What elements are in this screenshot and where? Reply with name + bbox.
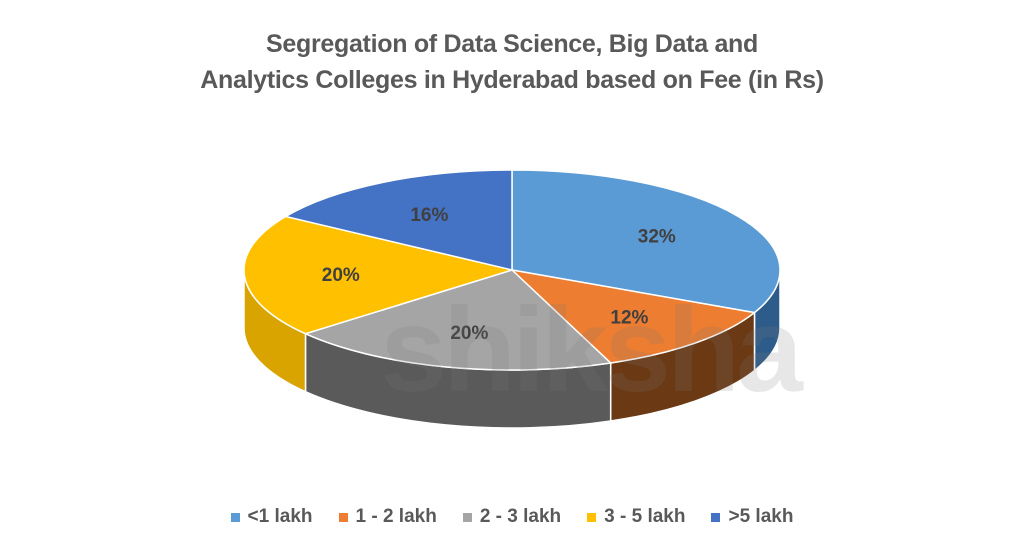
pie-slice-3 [243,215,515,335]
legend-swatch-0 [230,512,240,522]
legend-item-1: 1 - 2 lakh [338,506,437,528]
legend-item-0: <1 lakh [230,506,313,528]
legend-swatch-4 [711,512,721,522]
pie-labels: 32% 12% 20% 20% 16% [322,205,676,344]
legend-item-3: 3 - 5 lakh [587,506,685,528]
pie-slice-4 [283,169,513,271]
data-label-3: 20% [322,265,360,286]
legend-label-1: 1 - 2 lakh [355,506,437,527]
legend: <1 lakh 1 - 2 lakh 2 - 3 lakh 3 - 5 lakh >5 … [0,506,1024,528]
data-label-4: 16% [410,205,448,226]
legend-item-4: >5 lakh [711,506,793,528]
legend-label-3: 3 - 5 lakh [604,506,686,527]
chart-title-line-2: Analytics Colleges in Hyderabad based on… [200,66,824,94]
legend-swatch-1 [338,512,348,522]
legend-item-2: 2 - 3 lakh [462,506,562,528]
legend-label-2: 2 - 3 lakh [479,506,562,527]
data-label-1: 12% [610,308,648,329]
pie-sides [243,269,781,429]
legend-label-0: <1 lakh [247,506,313,527]
data-label-0: 32% [638,227,676,248]
data-label-2: 20% [450,323,488,344]
pie-slice-1 [509,268,757,364]
legend-label-4: >5 lakh [728,506,794,527]
legend-swatch-3 [587,512,597,522]
legend-swatch-2 [462,512,472,522]
pie-slice-0 [511,169,781,314]
chart-title: Segregation of Data Science, Big Data an… [0,26,1024,98]
pie-slice-2 [303,269,613,371]
pie-tops [243,169,781,371]
chart-title-line-1: Segregation of Data Science, Big Data an… [266,30,758,58]
